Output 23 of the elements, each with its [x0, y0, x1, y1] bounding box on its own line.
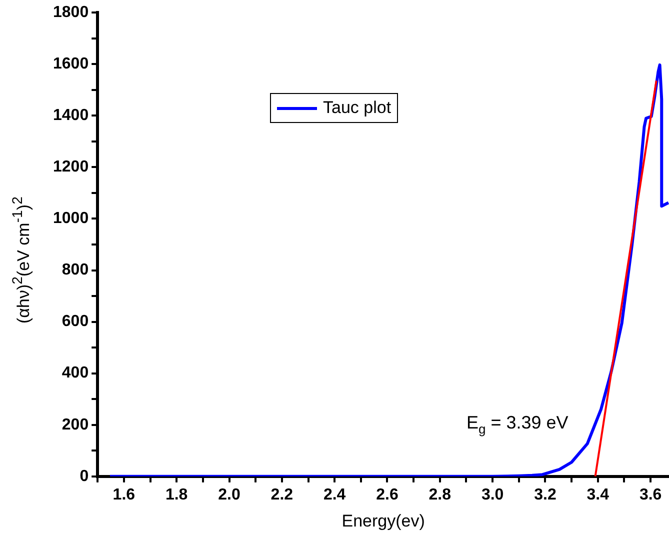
- x-tick-label: 2.6: [376, 486, 398, 504]
- y-tick-label: 1600: [53, 56, 89, 73]
- x-tick-label: 3.6: [639, 486, 662, 504]
- y-tick-label: 0: [80, 468, 89, 485]
- x-tick-label: 2.0: [218, 486, 240, 504]
- x-tick-label: 3.4: [586, 486, 610, 504]
- y-tick-label: 1800: [53, 4, 89, 22]
- y-tick-label: 1400: [53, 107, 89, 124]
- x-tick-label: 1.6: [112, 486, 136, 504]
- x-tick-label: 2.8: [428, 486, 452, 504]
- y-tick-label: 1200: [53, 158, 89, 176]
- x-tick-label: 2.4: [323, 486, 346, 504]
- x-tick-label: 3.0: [481, 486, 504, 504]
- y-tick-label: 600: [62, 313, 89, 330]
- y-tick-label: 200: [62, 416, 89, 434]
- y-tick-label: 1000: [53, 210, 89, 228]
- y-tick-label: 800: [62, 262, 89, 279]
- x-tick-label: 3.2: [534, 486, 556, 504]
- x-tick-label: 1.8: [165, 486, 188, 504]
- legend-label: Tauc plot: [323, 98, 392, 118]
- y-tick-label: 400: [62, 364, 89, 382]
- x-tick-label: 2.2: [270, 486, 294, 504]
- x-axis-title: Energy(ev): [342, 511, 425, 530]
